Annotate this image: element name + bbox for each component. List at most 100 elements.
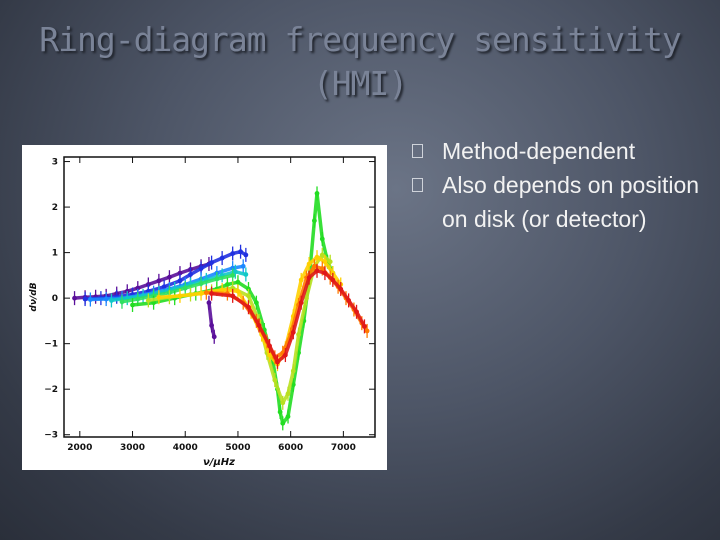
data-point	[82, 296, 88, 302]
data-point	[198, 281, 204, 286]
y-tick-label: 1	[52, 249, 58, 259]
data-point	[298, 277, 304, 283]
data-point	[72, 295, 77, 301]
data-point	[198, 291, 204, 296]
data-point	[314, 191, 320, 196]
data-point	[304, 295, 309, 301]
data-point	[243, 252, 249, 258]
data-point	[211, 334, 217, 340]
data-point	[285, 391, 291, 397]
data-point	[177, 270, 183, 276]
data-point	[209, 291, 214, 296]
data-point	[311, 218, 317, 224]
data-point	[290, 329, 296, 335]
data-point	[87, 297, 93, 302]
x-tick-label: 5000	[225, 443, 250, 453]
data-point	[109, 298, 114, 303]
x-tick-label: 2000	[67, 443, 92, 453]
bullet-text: Also depends on position on disk (or det…	[442, 172, 700, 232]
data-point	[198, 266, 204, 271]
data-point	[246, 304, 251, 310]
data-point	[306, 275, 312, 281]
data-point	[311, 263, 317, 269]
series-line	[109, 269, 248, 303]
y-tick-label: 2	[52, 203, 58, 213]
data-point	[275, 359, 280, 365]
data-point	[235, 279, 241, 285]
data-point	[267, 352, 272, 358]
data-point	[230, 251, 236, 256]
data-point	[314, 254, 320, 260]
data-point	[230, 293, 236, 299]
data-point	[322, 270, 328, 276]
data-point	[188, 272, 193, 277]
data-point	[362, 323, 367, 329]
series-line	[120, 273, 235, 304]
data-point	[346, 298, 352, 303]
y-axis-label: dν/dB	[29, 282, 39, 311]
x-tick-label: 6000	[278, 443, 303, 453]
data-point	[314, 268, 320, 274]
bullet-item: Also depends on position on disk (or det…	[408, 168, 708, 236]
data-point	[238, 249, 243, 255]
data-point	[219, 255, 225, 261]
data-point	[327, 259, 333, 265]
data-point	[182, 285, 188, 291]
data-point	[203, 290, 209, 296]
data-point	[209, 260, 214, 266]
data-point	[103, 296, 109, 302]
data-point	[156, 278, 162, 284]
y-tick-label: −1	[44, 340, 58, 350]
data-point	[177, 278, 183, 284]
data-point	[119, 299, 125, 305]
data-point	[161, 284, 167, 290]
data-point	[267, 343, 272, 349]
data-point	[235, 288, 241, 294]
data-point	[232, 269, 238, 275]
data-point	[296, 332, 301, 337]
y-tick-label: −3	[44, 431, 58, 441]
bullet-text: Method-dependent	[442, 138, 636, 164]
data-point	[135, 285, 141, 291]
data-point	[319, 236, 325, 242]
bullet-item: Method-dependent	[408, 134, 708, 168]
data-point	[285, 414, 291, 419]
chart-background	[22, 145, 387, 470]
data-point	[156, 294, 162, 300]
data-point	[354, 309, 359, 315]
data-point	[253, 300, 259, 306]
x-tick-label: 4000	[173, 443, 198, 453]
x-tick-label: 3000	[120, 443, 145, 453]
data-point	[214, 276, 220, 282]
data-point	[206, 300, 212, 306]
title-line-2: (HMI)	[312, 64, 408, 103]
data-point	[219, 287, 225, 293]
data-point	[364, 328, 370, 334]
x-axis-label: ν/μHz	[203, 457, 235, 468]
plot-frame	[63, 156, 376, 438]
y-tick-label: 0	[52, 294, 58, 304]
title-line-1: Ring-diagram frequency sensitivity	[39, 20, 682, 59]
data-point	[280, 400, 286, 406]
data-point	[209, 323, 214, 328]
data-point	[298, 300, 304, 306]
data-point	[290, 368, 296, 374]
data-point	[135, 296, 141, 302]
x-tick-label: 7000	[331, 443, 356, 453]
data-point	[230, 272, 236, 278]
data-point	[282, 352, 288, 358]
data-point	[230, 265, 236, 271]
data-point	[319, 266, 325, 271]
bullet-list: Method-dependent Also depends on positio…	[408, 134, 708, 236]
data-point	[338, 286, 344, 292]
data-point	[240, 263, 246, 269]
bullet-box-icon	[412, 144, 423, 158]
frequency-sensitivity-chart: 2000 3000 4000 5000 6000 7000 3 2 1 0 −1 −2 −3 ν/μHz…	[22, 145, 387, 470]
data-point	[272, 377, 278, 383]
data-point	[246, 293, 251, 299]
data-point	[319, 252, 325, 258]
y-tick-label: 3	[52, 158, 58, 168]
data-point	[243, 272, 249, 277]
data-point	[167, 274, 172, 280]
data-point	[145, 298, 151, 303]
